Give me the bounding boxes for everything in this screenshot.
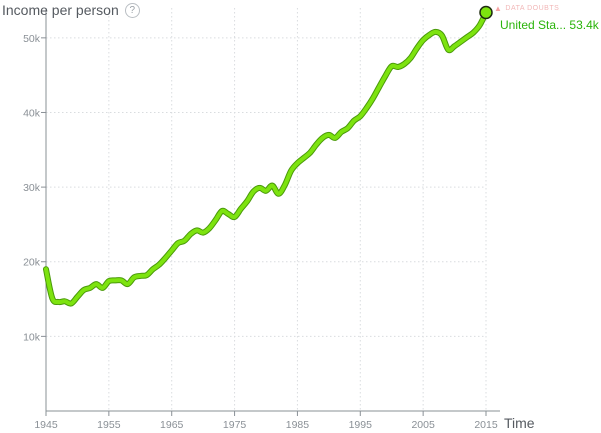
series-end-label[interactable]: United Sta... 53.4k bbox=[500, 18, 599, 32]
x-tick-label: 1985 bbox=[286, 419, 310, 431]
x-tick-label: 2005 bbox=[411, 419, 435, 431]
x-axis-label[interactable]: Time bbox=[504, 415, 535, 431]
y-tick-label: 50k bbox=[23, 33, 41, 45]
x-tick-label: 2015 bbox=[474, 419, 498, 431]
series-lines bbox=[43, 5, 493, 307]
y-tick-label: 20k bbox=[23, 257, 41, 269]
x-tick-label: 1975 bbox=[223, 419, 247, 431]
series-line bbox=[44, 10, 488, 306]
series-name-label: United Sta... bbox=[500, 18, 567, 32]
x-tick-label: 1995 bbox=[349, 419, 373, 431]
data-doubts-link[interactable]: ▲ DATA DOUBTS bbox=[494, 4, 559, 13]
data-doubts-label: DATA DOUBTS bbox=[505, 5, 560, 12]
series-line-outline bbox=[43, 9, 489, 307]
x-tick-label: 1945 bbox=[34, 419, 58, 431]
y-axis-title[interactable]: Income per person ? bbox=[2, 2, 140, 18]
axes bbox=[41, 8, 500, 416]
y-tick-label: 40k bbox=[23, 107, 41, 119]
series-end-point bbox=[479, 5, 493, 20]
warning-triangle-icon: ▲ bbox=[494, 4, 503, 13]
y-tick-label: 30k bbox=[23, 182, 41, 194]
grid-lines bbox=[46, 8, 487, 411]
y-axis-label[interactable]: Income per person bbox=[2, 2, 119, 18]
x-tick-label: 1955 bbox=[97, 419, 121, 431]
tick-labels: 1945 1955 1965 1975 1985 1995 2005 2015 10k 20k 30… bbox=[23, 33, 498, 431]
x-tick-label: 1965 bbox=[160, 419, 184, 431]
y-tick-label: 10k bbox=[23, 331, 41, 343]
series-end-value: 53.4k bbox=[569, 18, 599, 32]
question-mark-icon[interactable]: ? bbox=[124, 2, 140, 18]
